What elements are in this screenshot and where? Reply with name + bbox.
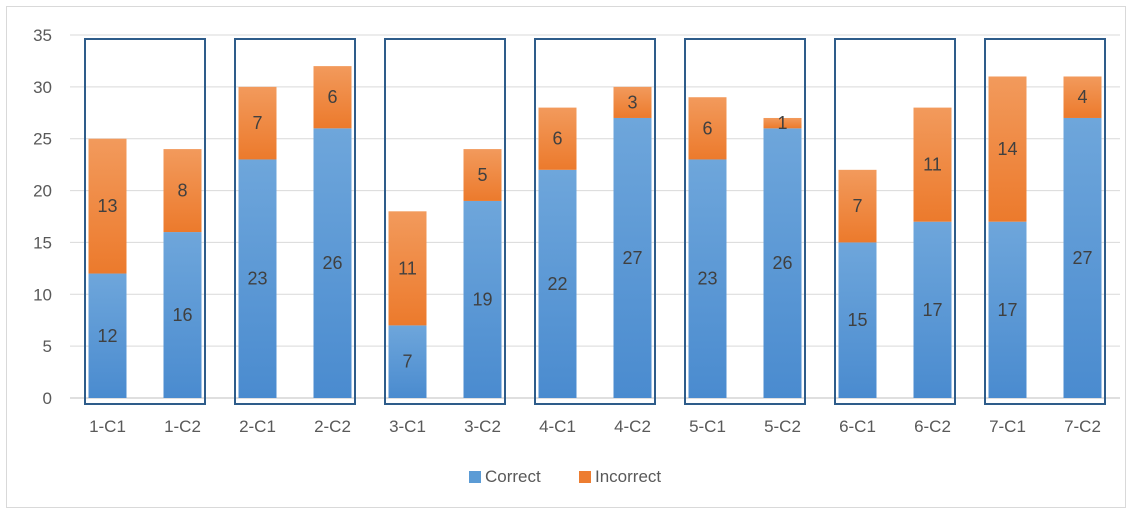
data-label: 5: [477, 165, 487, 185]
data-label: 1: [777, 113, 787, 133]
y-tick-label: 10: [33, 285, 52, 304]
y-tick-label: 15: [33, 233, 52, 252]
data-label: 27: [622, 248, 642, 268]
legend-swatch-correct: [469, 471, 481, 483]
x-tick-label: 5-C1: [689, 417, 726, 436]
bar-incorrect: [238, 86, 277, 160]
bar-incorrect: [388, 211, 427, 326]
legend-label-correct: Correct: [485, 467, 541, 486]
group-box: [384, 38, 506, 405]
data-label: 11: [398, 258, 417, 278]
x-tick-label: 4-C1: [539, 417, 576, 436]
bar-correct: [913, 221, 952, 398]
group-box: [984, 38, 1106, 405]
bar-incorrect: [613, 86, 652, 118]
data-label: 19: [472, 289, 492, 309]
x-tick-label: 2-C2: [314, 417, 351, 436]
bar-correct: [688, 159, 727, 398]
bar-correct: [238, 159, 277, 398]
data-label: 6: [702, 118, 712, 138]
bar-correct: [763, 128, 802, 399]
y-tick-label: 0: [43, 389, 52, 408]
data-label: 6: [327, 87, 337, 107]
x-tick-label: 6-C2: [914, 417, 951, 436]
group-box: [84, 38, 206, 405]
x-tick-label: 4-C2: [614, 417, 651, 436]
data-label: 11: [923, 155, 942, 175]
data-label: 6: [552, 129, 562, 149]
bar-correct: [1063, 117, 1102, 398]
x-tick-label: 1-C2: [164, 417, 201, 436]
bar-incorrect: [163, 149, 202, 233]
x-tick-label: 5-C2: [764, 417, 801, 436]
bar-correct: [463, 200, 502, 398]
x-tick-label: 3-C2: [464, 417, 501, 436]
data-label: 7: [402, 352, 412, 372]
bar-incorrect: [313, 66, 352, 129]
bar-correct: [388, 325, 427, 398]
data-label: 27: [1072, 248, 1092, 268]
bar-correct: [838, 242, 877, 398]
group-box: [534, 38, 656, 405]
bar-correct: [613, 117, 652, 398]
data-label: 4: [1077, 87, 1087, 107]
bar-incorrect: [1063, 76, 1102, 118]
x-tick-label: 2-C1: [239, 417, 276, 436]
bar-incorrect: [88, 138, 127, 274]
data-label: 14: [997, 139, 1017, 159]
data-label: 17: [997, 300, 1017, 320]
data-label: 22: [547, 274, 567, 294]
bar-correct: [163, 232, 202, 398]
y-tick-label: 35: [33, 26, 52, 45]
bar-incorrect: [913, 107, 952, 222]
bar-incorrect: [763, 117, 802, 129]
group-box: [834, 38, 956, 405]
bar-incorrect: [463, 149, 502, 201]
data-label: 26: [322, 253, 342, 273]
bar-correct: [88, 273, 127, 398]
data-label: 7: [852, 196, 862, 216]
x-tick-label: 7-C1: [989, 417, 1026, 436]
data-label: 8: [177, 181, 187, 201]
bar-incorrect: [688, 97, 727, 160]
data-label: 26: [772, 253, 792, 273]
legend-swatch-incorrect: [579, 471, 591, 483]
bar-incorrect: [538, 107, 577, 170]
y-tick-label: 30: [33, 78, 52, 97]
bar-correct: [538, 169, 577, 398]
group-box: [234, 38, 356, 405]
y-tick-label: 20: [33, 182, 52, 201]
x-tick-label: 1-C1: [89, 417, 126, 436]
x-tick-label: 7-C2: [1064, 417, 1101, 436]
y-tick-label: 25: [33, 130, 52, 149]
data-label: 13: [97, 196, 117, 216]
bar-incorrect: [838, 169, 877, 243]
data-label: 16: [172, 305, 192, 325]
data-label: 15: [847, 310, 867, 330]
data-label: 7: [252, 113, 262, 133]
y-tick-label: 5: [43, 337, 52, 356]
bar-correct: [313, 128, 352, 399]
group-box: [684, 38, 806, 405]
x-tick-label: 3-C1: [389, 417, 426, 436]
data-label: 3: [627, 92, 637, 112]
data-label: 23: [247, 269, 267, 289]
data-label: 12: [97, 326, 117, 346]
x-tick-label: 6-C1: [839, 417, 876, 436]
data-label: 17: [922, 300, 942, 320]
legend-label-incorrect: Incorrect: [595, 467, 661, 486]
bar-incorrect: [988, 76, 1027, 222]
bar-correct: [988, 221, 1027, 398]
data-label: 23: [697, 269, 717, 289]
